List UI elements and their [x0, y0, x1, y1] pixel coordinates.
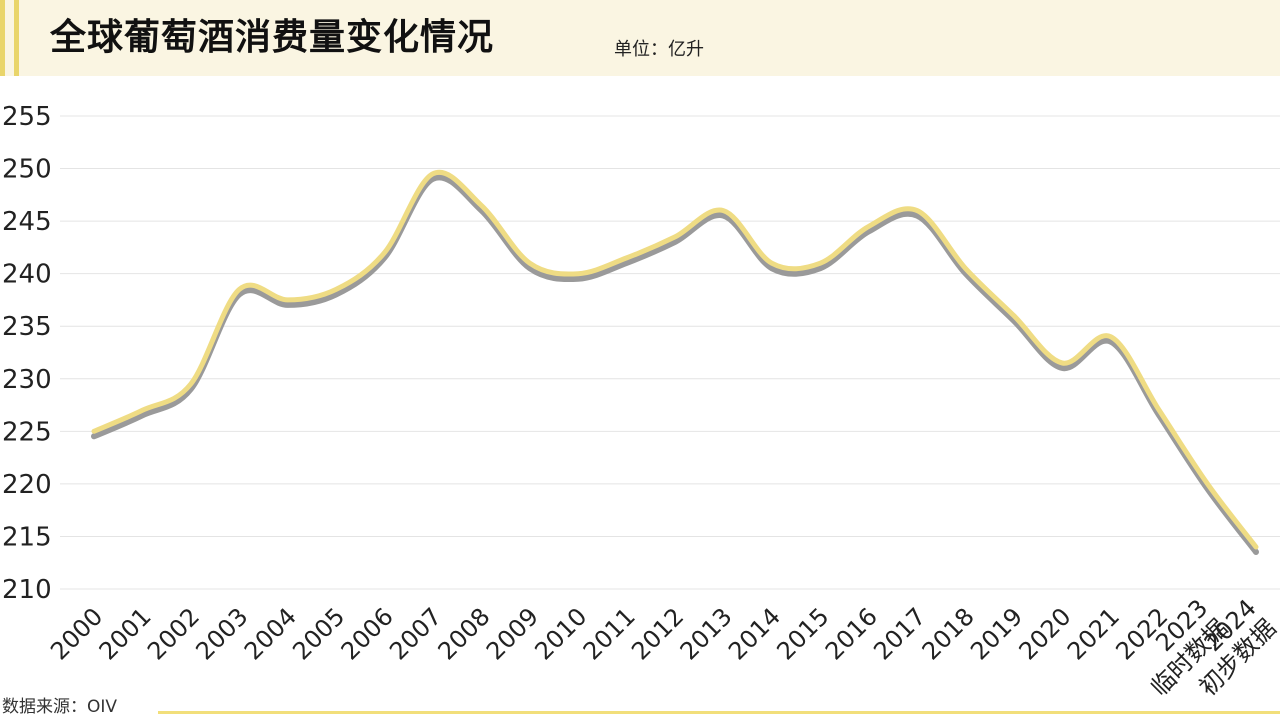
data-point: [1157, 408, 1161, 412]
y-tick-label: 210: [2, 575, 52, 605]
data-point: [1206, 482, 1210, 486]
source-note: 数据来源：OIV: [2, 697, 118, 717]
data-point: [479, 203, 483, 207]
data-point: [1060, 361, 1064, 365]
x-tick-label: 2011: [578, 602, 641, 665]
title-accent-bar: [14, 0, 19, 76]
data-point: [673, 235, 677, 239]
data-points: [92, 172, 1258, 549]
x-tick-label: 2019: [965, 602, 1028, 665]
x-tick-label: 2002: [142, 602, 205, 665]
x-tick-label: 2016: [820, 602, 883, 665]
data-point: [92, 429, 96, 433]
data-point: [431, 172, 435, 176]
y-tick-label: 250: [2, 155, 52, 185]
x-tick-label: 2003: [191, 602, 254, 665]
x-axis-ticks: 2000200120022003200420052006200720082009…: [45, 594, 1280, 701]
y-tick-label: 235: [2, 312, 52, 342]
data-point: [721, 209, 725, 213]
data-point: [140, 408, 144, 412]
y-tick-label: 240: [2, 260, 52, 290]
y-tick-label: 220: [2, 470, 52, 500]
data-point: [770, 261, 774, 265]
data-point: [625, 256, 629, 260]
x-tick-label: 2020: [1014, 602, 1077, 665]
x-tick-label: 2017: [868, 602, 931, 665]
x-tick-label: 2014: [723, 602, 786, 665]
x-tick-label: 2018: [917, 602, 980, 665]
y-tick-label: 230: [2, 365, 52, 395]
x-tick-label: 2015: [772, 602, 835, 665]
data-point: [1109, 335, 1113, 339]
unit-label: 单位：亿升: [614, 39, 704, 60]
data-point: [1254, 545, 1258, 549]
data-point: [528, 261, 532, 265]
data-point: [867, 224, 871, 228]
data-point: [818, 261, 822, 265]
data-point: [576, 272, 580, 276]
x-tick-label: 2013: [675, 602, 738, 665]
series-line-shadow: [91, 174, 1259, 555]
title-accent-bar: [0, 0, 5, 76]
gridlines: [60, 115, 1280, 590]
chart-title: 全球葡萄酒消费量变化情况: [50, 17, 495, 58]
data-point: [964, 266, 967, 270]
x-tick-label: 2008: [433, 602, 496, 665]
x-tick-label: 2001: [94, 602, 157, 665]
data-point: [1012, 314, 1016, 318]
data-point: [189, 382, 193, 386]
x-tick-label: 2000: [45, 602, 108, 665]
data-point: [334, 287, 338, 291]
x-tick-label: 2009: [481, 602, 544, 665]
title-band: 全球葡萄酒消费量变化情况 单位：亿升: [0, 0, 1280, 76]
y-tick-label: 245: [2, 207, 52, 237]
x-tick-label: 2004: [239, 602, 302, 665]
x-tick-label: 2010: [529, 602, 592, 665]
x-tick-label: 2005: [287, 602, 350, 665]
x-tick-label: 2007: [384, 602, 447, 665]
data-point: [237, 287, 241, 291]
x-tick-label: 2021: [1062, 602, 1125, 665]
y-tick-label: 225: [2, 417, 52, 447]
data-point: [286, 298, 290, 302]
data-point: [915, 209, 919, 213]
x-tick-label: 2006: [336, 602, 399, 665]
footer-divider: [158, 711, 1280, 714]
x-tick-label: 2012: [626, 602, 689, 665]
y-axis-ticks: 210 215 220 225 230 235 240 245 250 255: [2, 102, 52, 605]
data-point: [383, 251, 386, 255]
y-tick-label: 215: [2, 522, 52, 552]
y-tick-label: 255: [2, 102, 52, 132]
